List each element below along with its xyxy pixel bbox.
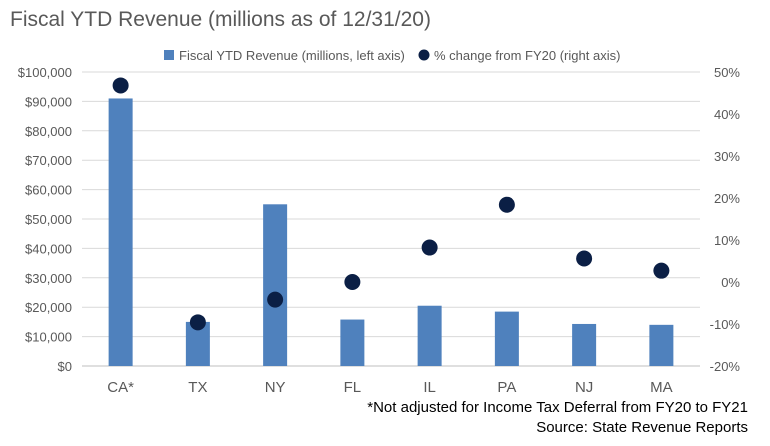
x-tick-label: TX	[188, 379, 207, 396]
x-tick-label: PA	[497, 379, 516, 396]
x-tick-label: NJ	[575, 379, 593, 396]
bar	[108, 98, 133, 367]
scatter-point	[576, 250, 593, 267]
left-tick-label: $0	[58, 359, 72, 374]
left-tick-label: $60,000	[25, 183, 72, 198]
right-tick-label: 40%	[714, 107, 740, 122]
scatter-point	[344, 274, 361, 290]
legend: Fiscal YTD Revenue (millions, left axis)…	[164, 48, 620, 63]
right-tick-label: -20%	[710, 359, 741, 374]
right-tick-label: 30%	[714, 149, 740, 164]
x-axis: CA* TX NY FL IL PA NJ MA	[107, 379, 672, 396]
bar	[340, 319, 365, 366]
x-tick-label: CA*	[107, 379, 134, 396]
footnote-note: *Not adjusted for Income Tax Deferral fr…	[367, 399, 748, 416]
scatter-series	[112, 77, 670, 331]
left-tick-label: $10,000	[25, 330, 72, 345]
left-tick-label: $70,000	[25, 153, 72, 168]
right-axis: -20% -10% 0% 10% 20% 30% 40% 50%	[710, 65, 741, 374]
left-tick-label: $90,000	[25, 94, 72, 109]
legend-bar-swatch	[164, 50, 174, 60]
scatter-point	[498, 196, 515, 213]
left-tick-label: $100,000	[18, 65, 72, 80]
right-tick-label: -10%	[710, 317, 741, 332]
legend-bar-label: Fiscal YTD Revenue (millions, left axis)	[179, 48, 405, 63]
scatter-point	[653, 262, 670, 279]
scatter-point	[267, 291, 284, 308]
legend-point-label: % change from FY20 (right axis)	[434, 48, 620, 63]
left-axis: $0 $10,000 $20,000 $30,000 $40,000 $50,000 $60…	[18, 65, 72, 374]
left-tick-label: $20,000	[25, 300, 72, 315]
x-tick-label: FL	[344, 379, 362, 396]
bar	[494, 311, 519, 366]
bar	[572, 323, 597, 366]
left-tick-label: $30,000	[25, 271, 72, 286]
x-tick-label: NY	[265, 379, 286, 396]
right-tick-label: 50%	[714, 65, 740, 80]
bar	[417, 305, 442, 366]
bar	[263, 204, 288, 366]
x-tick-label: MA	[650, 379, 673, 396]
bar	[649, 324, 674, 366]
right-tick-label: 20%	[714, 191, 740, 206]
footnote-source: Source: State Revenue Reports	[536, 419, 748, 436]
x-tick-label: IL	[423, 379, 436, 396]
left-tick-label: $40,000	[25, 241, 72, 256]
left-tick-label: $80,000	[25, 124, 72, 139]
scatter-point	[112, 77, 129, 94]
chart-title: Fiscal YTD Revenue (millions as of 12/31…	[10, 8, 431, 31]
legend-point-swatch	[418, 49, 430, 61]
right-tick-label: 0%	[721, 275, 740, 290]
gridlines	[82, 71, 700, 367]
left-tick-label: $50,000	[25, 212, 72, 227]
footnote-block: *Not adjusted for Income Tax Deferral fr…	[367, 398, 748, 438]
scatter-point	[189, 314, 206, 331]
right-tick-label: 10%	[714, 233, 740, 248]
scatter-point	[421, 239, 438, 256]
bar-series	[108, 98, 674, 367]
